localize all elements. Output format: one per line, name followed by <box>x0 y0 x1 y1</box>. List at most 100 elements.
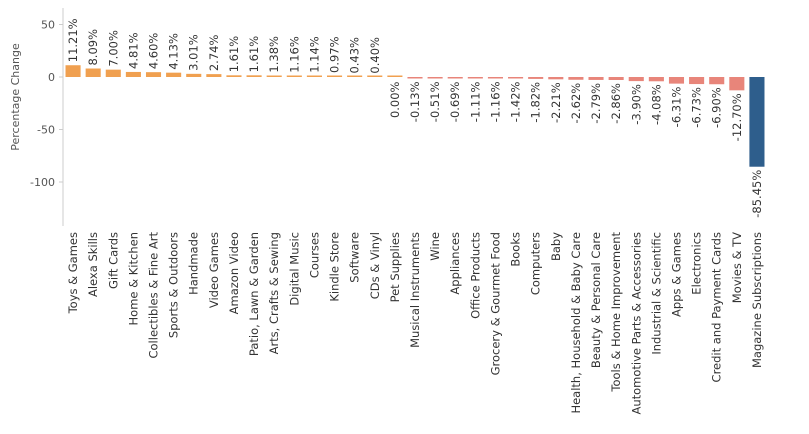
data-label: 1.16% <box>287 36 301 73</box>
bar[interactable] <box>206 74 222 77</box>
bar[interactable] <box>266 75 282 78</box>
data-label: 8.09% <box>86 29 100 66</box>
bar[interactable] <box>487 77 503 79</box>
bar[interactable] <box>548 77 564 80</box>
bar[interactable] <box>226 75 242 77</box>
data-label: 1.61% <box>227 36 241 73</box>
y-tick-label: 50 <box>41 19 55 32</box>
bar[interactable] <box>427 77 443 79</box>
data-label: -1.16% <box>488 81 502 122</box>
bar[interactable] <box>608 77 624 81</box>
category-label: Software <box>348 232 362 283</box>
data-label: -0.51% <box>428 81 442 122</box>
data-label: 0.00% <box>388 81 402 118</box>
category-label: Digital Music <box>287 232 301 306</box>
data-label: -6.31% <box>669 87 683 128</box>
bar[interactable] <box>125 71 141 77</box>
category-label: Tools & Home Improvement <box>609 232 623 393</box>
data-label: 4.60% <box>147 33 161 70</box>
category-label: Computers <box>529 232 543 295</box>
bar[interactable] <box>166 72 182 77</box>
data-labels-group: 11.21% 8.09% 7.00% 4.81% 4.60% 4.13% 3.01% 2.74… <box>66 18 764 217</box>
data-label: -1.11% <box>468 81 482 122</box>
category-label: Movies & TV <box>730 232 744 303</box>
bar[interactable] <box>246 75 262 77</box>
category-label: CDs & Vinyl <box>368 232 382 299</box>
bar[interactable] <box>648 77 664 82</box>
category-label: Grocery & Gourmet Food <box>488 232 502 375</box>
bar[interactable] <box>407 77 423 79</box>
category-label: Office Products <box>468 232 482 319</box>
category-label: Gift Cards <box>106 232 120 289</box>
category-label: Handmade <box>187 232 201 295</box>
bar[interactable] <box>447 77 463 79</box>
bar[interactable] <box>186 73 202 77</box>
bar[interactable] <box>327 75 343 78</box>
data-label: 0.97% <box>328 36 342 73</box>
category-label: Electronics <box>690 232 704 295</box>
data-label: 4.13% <box>167 33 181 70</box>
data-label: -1.82% <box>529 82 543 123</box>
y-tick-label: -50 <box>37 124 55 137</box>
category-labels-group: Toys & Games Alexa Skills Gift Cards Home &… <box>66 232 764 415</box>
bar[interactable] <box>749 77 765 167</box>
bar[interactable] <box>65 65 81 77</box>
data-label: 3.01% <box>187 34 201 71</box>
bar[interactable] <box>628 77 644 82</box>
data-label: 7.00% <box>106 30 120 67</box>
category-label: Automotive Parts & Accessories <box>629 232 643 415</box>
bar[interactable] <box>528 77 544 79</box>
bar[interactable] <box>467 77 483 79</box>
category-label: Appliances <box>448 232 462 295</box>
bar[interactable] <box>689 77 705 85</box>
bar[interactable] <box>729 77 745 91</box>
category-label: Pet Supplies <box>388 232 402 302</box>
data-label: 1.38% <box>267 36 281 73</box>
data-label: 0.40% <box>368 37 382 74</box>
data-label: -3.90% <box>629 84 643 125</box>
y-tick-label: -100 <box>30 176 55 189</box>
data-label: -6.90% <box>710 87 724 128</box>
category-label: Wine <box>428 232 442 261</box>
bar[interactable] <box>668 77 685 84</box>
category-label: Courses <box>307 232 321 278</box>
data-label: -12.70% <box>730 93 744 141</box>
data-label: -0.69% <box>448 81 462 122</box>
category-label: Industrial & Scientific <box>649 232 663 355</box>
bar[interactable] <box>508 77 524 79</box>
bar[interactable] <box>105 69 121 77</box>
bar[interactable] <box>145 72 162 77</box>
data-label: -85.45% <box>750 170 764 218</box>
category-label: Magazine Subscriptions <box>750 232 764 368</box>
bar[interactable] <box>85 68 101 77</box>
category-label: Alexa Skills <box>86 232 100 297</box>
bar[interactable] <box>306 75 322 78</box>
bar[interactable] <box>286 75 302 78</box>
data-label: -0.13% <box>408 81 422 122</box>
category-label: Credit and Payment Cards <box>710 232 724 382</box>
data-label: -2.21% <box>549 82 563 123</box>
category-label: Arts, Crafts & Sewing <box>267 232 281 354</box>
y-axis-title: Percentage Change <box>9 43 22 151</box>
data-label: 1.61% <box>247 36 261 73</box>
category-label: Health, Household & Baby Care <box>569 232 583 414</box>
data-label: 1.14% <box>307 36 321 73</box>
bar[interactable] <box>568 77 584 80</box>
data-label: -6.73% <box>690 87 704 128</box>
y-axis: 50 0 -50 -100 <box>30 8 64 226</box>
data-label: -2.86% <box>609 83 623 124</box>
bar[interactable] <box>588 77 604 80</box>
bars-group <box>65 65 765 167</box>
category-label: Beauty & Personal Care <box>589 232 603 368</box>
bar[interactable] <box>347 75 363 78</box>
category-label: Collectibles & Fine Art <box>147 232 161 359</box>
data-label: -2.79% <box>589 83 603 124</box>
data-label: -1.42% <box>509 81 523 122</box>
category-label: Kindle Store <box>328 232 342 302</box>
bar[interactable] <box>709 77 725 85</box>
bar[interactable] <box>367 75 383 78</box>
category-label: Patio, Lawn & Garden <box>247 232 261 356</box>
category-label: Toys & Games <box>66 232 80 314</box>
bar[interactable] <box>387 75 403 78</box>
data-label: 2.74% <box>207 35 221 72</box>
